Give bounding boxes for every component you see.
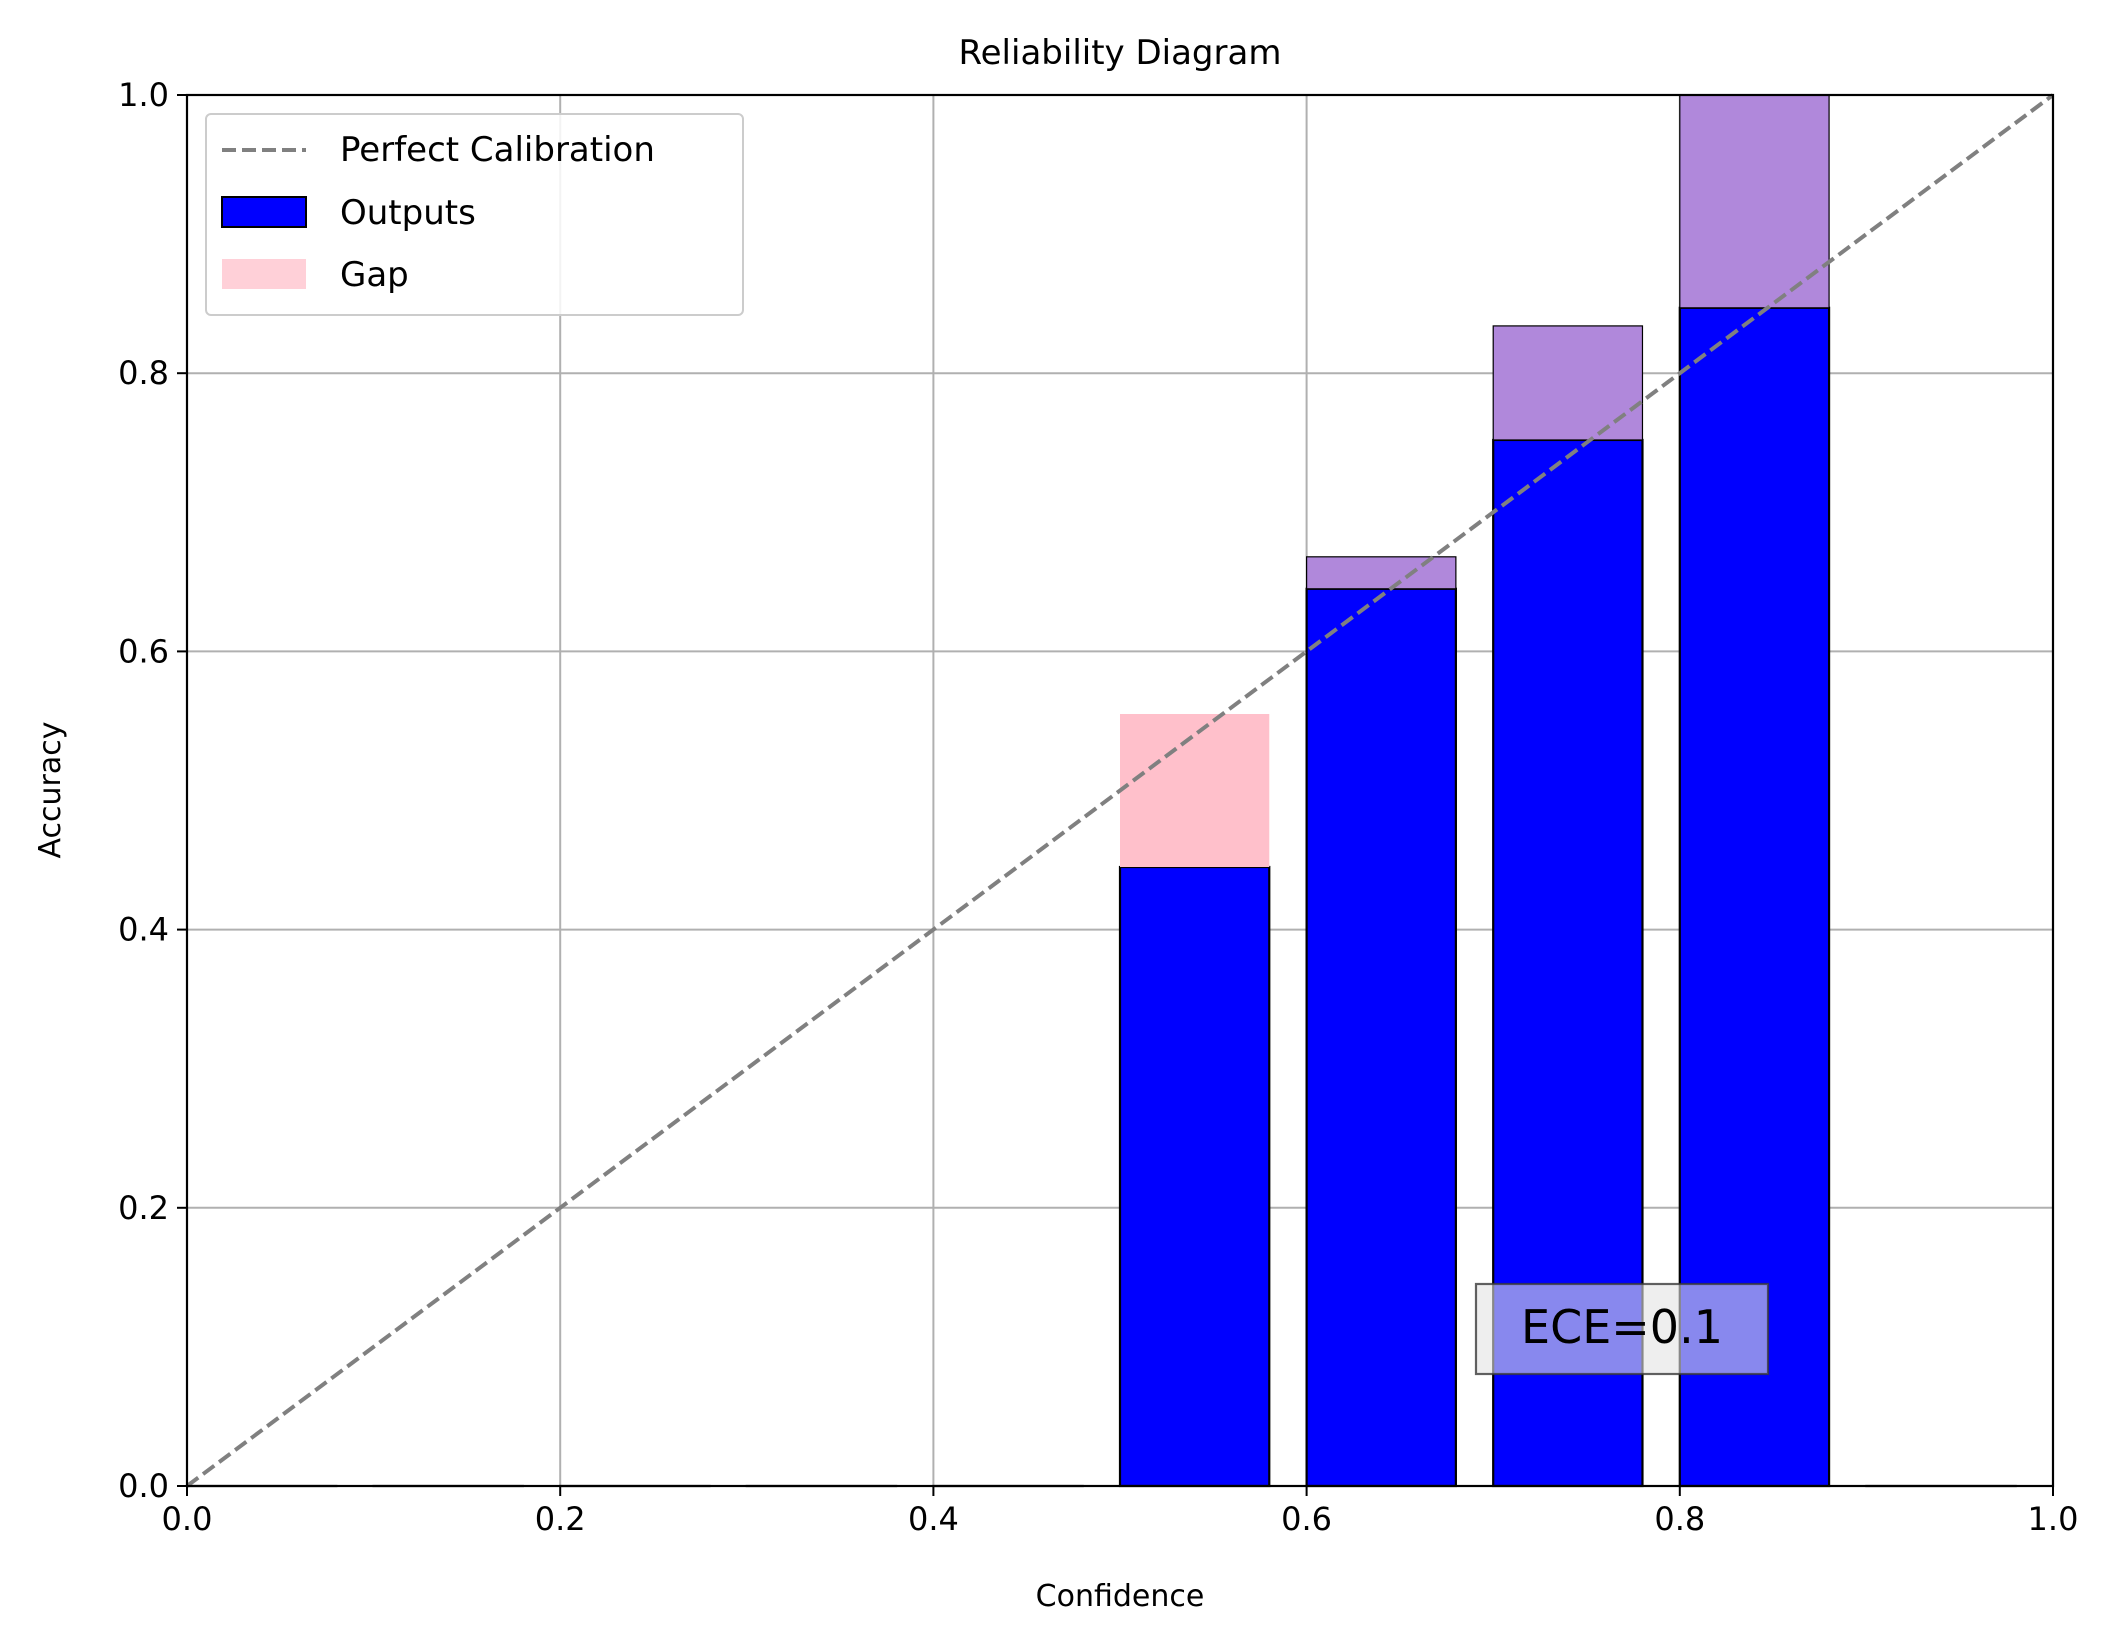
legend-label-perfect-calibration: Perfect Calibration: [340, 130, 655, 170]
axes-frame: [185, 93, 2055, 1488]
x-tick-label: 0.0: [162, 1500, 213, 1538]
y-tick-label: 0.0: [118, 1467, 169, 1505]
gap-bar: [1679, 94, 1830, 309]
outputs-bar: [1118, 865, 1271, 1488]
y-tick-label: 0.4: [118, 911, 169, 949]
gap-bar: [1305, 556, 1457, 590]
legend-outputs-swatch: [221, 196, 307, 228]
y-tick-label: 0.6: [118, 632, 169, 670]
x-axis-label: Confidence: [1036, 1579, 1205, 1614]
legend: Perfect Calibration Outputs Gap: [205, 113, 744, 316]
outputs-bar: [1305, 587, 1457, 1488]
gap-bar: [1492, 325, 1644, 441]
x-tick-label: 0.6: [1281, 1500, 1332, 1538]
ticks: 0.0 0.2 0.4 0.6 0.8 1.0 0.0 0.2 0.4 0.6 0.8 1.0: [118, 76, 2078, 1538]
x-tick-label: 0.8: [1654, 1500, 1705, 1538]
legend-label-outputs: Outputs: [340, 193, 476, 233]
x-tick-label: 0.4: [908, 1500, 959, 1538]
y-tick-label: 0.2: [118, 1189, 169, 1227]
legend-box: [205, 113, 744, 316]
y-tick-label: 1.0: [118, 76, 169, 114]
x-tick-label: 0.2: [535, 1500, 586, 1538]
perfect-calibration-line: [185, 93, 2055, 1488]
ece-annotation-box: [1474, 1282, 1770, 1376]
reference-line-layer: [185, 93, 2055, 1488]
x-tick-label: 1.0: [2028, 1500, 2079, 1538]
gap-bar: [1120, 713, 1270, 868]
legend-label-gap: Gap: [340, 255, 409, 295]
ece-annotation: ECE=0.1: [1474, 1282, 1770, 1376]
chart-title: Reliability Diagram: [959, 33, 1282, 73]
y-axis-label: Accuracy: [33, 722, 68, 859]
ece-annotation-text: ECE=0.1: [1521, 1300, 1723, 1354]
y-tick-label: 0.8: [118, 354, 169, 392]
legend-gap-swatch: [222, 259, 306, 289]
